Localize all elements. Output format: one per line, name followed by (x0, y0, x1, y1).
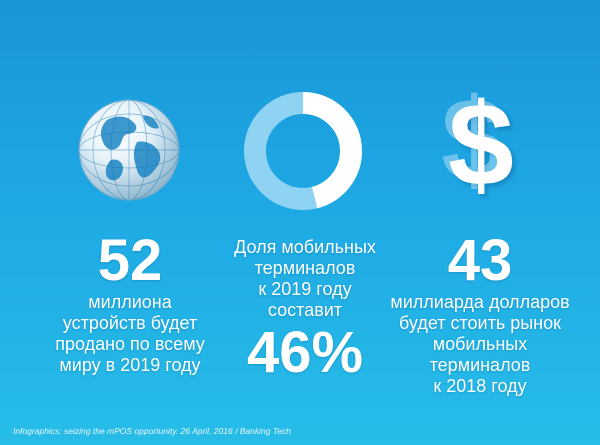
dollar-icon: $ (448, 79, 514, 211)
donut-fill (244, 92, 362, 210)
stat-market-number: 43 (447, 228, 513, 293)
stat-market-line: миллиарда долларов (390, 292, 570, 312)
stat-share-line: терминалов (254, 258, 356, 278)
stat-market-line: будет стоить рынок (399, 313, 561, 333)
stat-share-line: Доля мобильных (234, 237, 376, 257)
stat-devices-number: 52 (97, 228, 163, 293)
globe-icon (77, 98, 181, 202)
stat-devices: 52 миллиона устройств будет продано по в… (40, 232, 220, 376)
stat-market-line: мобильных (432, 334, 528, 354)
donut-chart-icon (240, 88, 366, 214)
stat-devices-line: продано по всему (55, 334, 205, 354)
stat-market: 43 миллиарда долларов будет стоить рынок… (380, 232, 580, 397)
stat-market-line: к 2018 году (433, 376, 527, 396)
stat-devices-line: миллиона (88, 292, 172, 312)
stat-share-line: к 2019 году (258, 279, 352, 299)
stat-share-line: составит (267, 300, 343, 320)
source-caption: Infographics: seizing the mPOS opportuni… (13, 426, 291, 436)
stat-devices-line: миру в 2019 году (59, 355, 201, 375)
stat-share-number: 46% (246, 320, 364, 385)
stat-share: Доля мобильных терминалов к 2019 году со… (205, 237, 405, 382)
stat-devices-line: устройств будет (62, 313, 198, 333)
stat-market-line: терминалов (429, 355, 531, 375)
